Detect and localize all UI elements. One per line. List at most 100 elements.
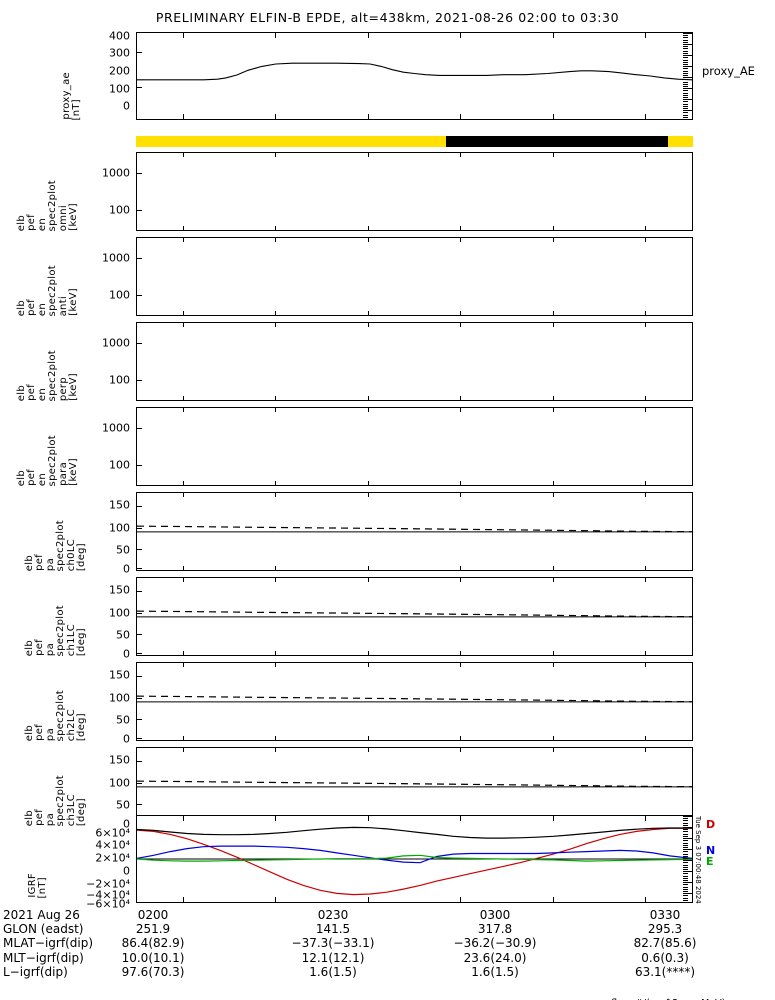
xtick	[183, 736, 184, 740]
xtick	[368, 481, 369, 485]
proxy-ae-right-label: proxy_AE	[702, 64, 755, 78]
xtick	[183, 323, 184, 327]
xtick	[645, 748, 646, 752]
ytick-mark	[137, 506, 142, 507]
xtick	[275, 408, 276, 412]
ytick-label: 50	[116, 628, 130, 642]
ytick-labels-en-para: 1000 100	[84, 407, 134, 486]
table-cell: −36.2(−30.9)	[453, 936, 537, 951]
ytick-mark	[137, 428, 142, 429]
ytick-mark	[137, 613, 142, 614]
ylabel-igrf: IGRF [nT]	[26, 820, 50, 898]
xtick	[183, 493, 184, 497]
pa-ch0lc-traces	[137, 525, 692, 533]
xtick	[368, 748, 369, 752]
ylabel-word: [keV]	[68, 458, 79, 486]
xtick	[553, 408, 554, 412]
ylabel-word: spec2plot	[55, 689, 66, 741]
xtick	[275, 748, 276, 752]
status-bar	[136, 136, 693, 147]
xtick	[460, 481, 461, 485]
ytick-label: 4×10⁴	[95, 838, 130, 852]
ytick-label: 150	[109, 668, 130, 682]
table-row: GLON (eadst) 251.9 141.5 317.8 295.3	[0, 922, 775, 936]
xtick	[368, 323, 369, 327]
ytick-label: 0	[123, 817, 130, 831]
xtick	[460, 897, 461, 902]
ytick-labels-en-omni: 1000 100	[84, 152, 134, 231]
minor-tick-comb	[683, 493, 694, 570]
ylabel-word: spec2plot	[55, 604, 66, 656]
xtick	[553, 663, 554, 667]
ytick-label: 0	[123, 99, 130, 113]
xtick	[553, 153, 554, 157]
table-cell: 0300	[479, 908, 511, 922]
xtick	[275, 736, 276, 740]
xtick	[183, 153, 184, 157]
xtick	[275, 153, 276, 157]
xtick	[183, 897, 184, 902]
panel-pa-ch1lc	[136, 577, 693, 656]
pa-ch1lc-traces	[137, 610, 692, 618]
panel-en-anti	[136, 237, 693, 316]
table-row-label: GLON (eadst)	[3, 922, 84, 937]
ytick-mark	[137, 698, 142, 699]
xtick	[645, 238, 646, 242]
xtick	[183, 114, 184, 119]
ytick-label: 100	[109, 288, 130, 302]
ytick-labels-en-anti: 1000 100	[84, 237, 134, 316]
ytick-label: 100	[109, 373, 130, 387]
xtick	[645, 323, 646, 327]
xtick	[553, 114, 554, 119]
xtick	[553, 311, 554, 315]
minor-tick-comb	[683, 408, 694, 485]
ytick-label: 150	[109, 753, 130, 767]
ytick-labels-en-perp: 1000 100	[84, 322, 134, 401]
panel-pa-ch2lc	[136, 662, 693, 741]
ytick-mark	[137, 465, 142, 466]
xtick	[183, 578, 184, 582]
xtick	[368, 396, 369, 400]
ytick-label: 200	[109, 64, 130, 78]
ytick-label: 0	[123, 562, 130, 576]
xtick	[460, 33, 461, 38]
table-row-label: MLT−igrf(dip)	[3, 950, 84, 965]
table-row: 2021 Aug 26 0200 0230 0300 0330	[0, 908, 775, 922]
ytick-labels-pa-ch1lc: 150 100 50 0	[92, 577, 134, 660]
panel-en-para	[136, 407, 693, 486]
xtick	[368, 663, 369, 667]
ytick-mark	[137, 295, 142, 296]
ytick-label: −6×10⁴	[86, 897, 130, 911]
xtick	[275, 493, 276, 497]
ylabel-en-para: elb pef en spec2plot para [keV]	[14, 407, 82, 486]
ylabel-word: [keV]	[68, 373, 79, 401]
ytick-mark	[137, 52, 142, 53]
ytick-label: 100	[109, 521, 130, 535]
minor-tick-comb	[683, 238, 694, 315]
table-cell: 82.7(85.6)	[633, 936, 697, 951]
ylabel-word: [keV]	[68, 288, 79, 316]
xtick	[275, 566, 276, 570]
xtick	[183, 33, 184, 38]
xtick	[183, 226, 184, 230]
xtick	[460, 651, 461, 655]
ytick-mark	[137, 634, 142, 635]
ytick-label: −2×10⁴	[86, 877, 130, 891]
xtick	[183, 481, 184, 485]
pa-ch2lc-traces	[137, 695, 692, 703]
ylabel-pa-ch1lc: elb pef pa spec2plot ch1LC [deg]	[22, 577, 90, 656]
igrf-curves	[137, 826, 692, 896]
ytick-mark	[137, 173, 142, 174]
ytick-mark	[137, 676, 142, 677]
xtick	[368, 578, 369, 582]
xtick	[368, 408, 369, 412]
xtick	[460, 663, 461, 667]
table-cell: 1.6(1.5)	[471, 964, 519, 979]
panel-pa-ch0lc	[136, 492, 693, 571]
table-cell: 97.6(70.3)	[121, 964, 185, 979]
xtick	[368, 566, 369, 570]
bottom-data-table: 2021 Aug 26 0200 0230 0300 0330 GLON (eadst) 2…	[0, 908, 775, 979]
panel-en-omni	[136, 152, 693, 231]
ylabel-word: spec2plot	[47, 179, 58, 231]
